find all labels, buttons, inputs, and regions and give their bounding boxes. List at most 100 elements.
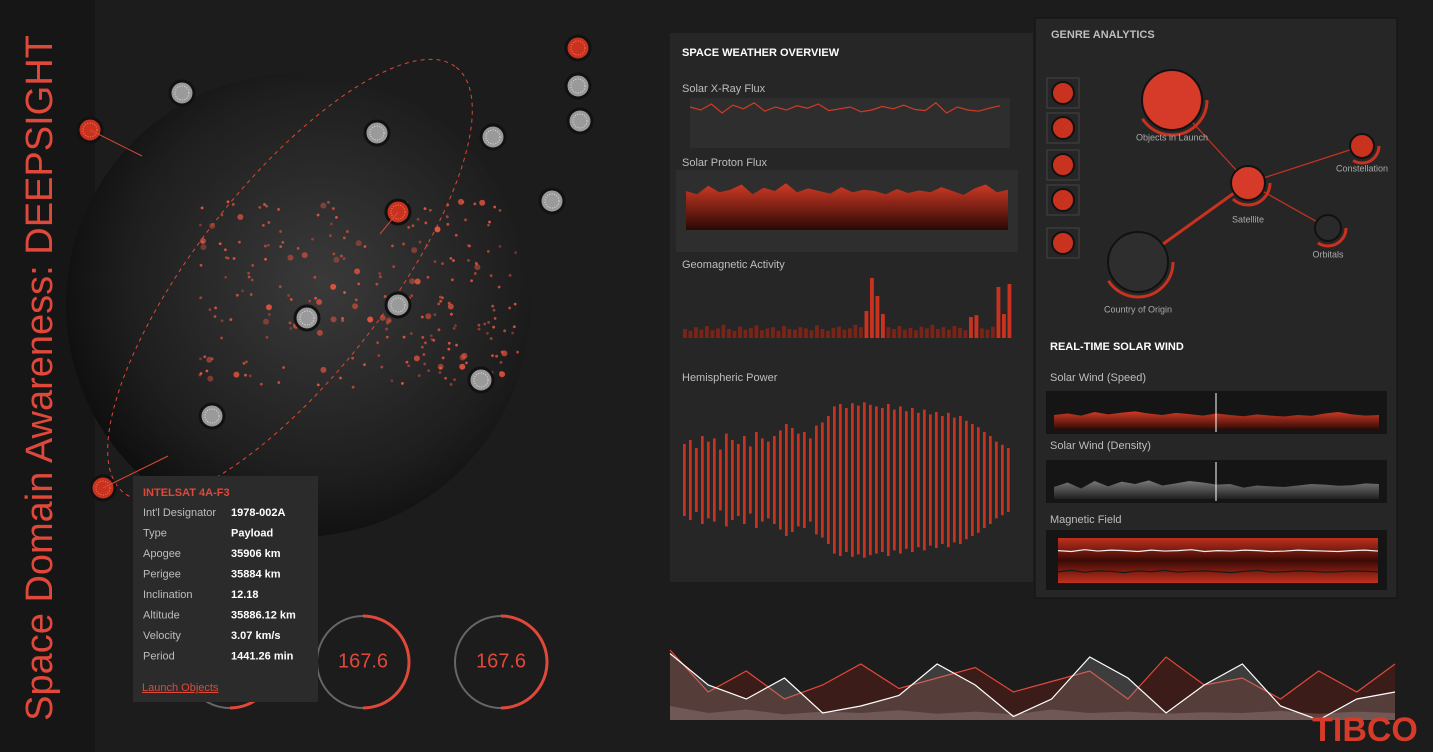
city-light <box>385 327 388 331</box>
bar <box>930 324 935 338</box>
launch-objects-link[interactable]: Launch Objects <box>142 682 219 694</box>
city-light <box>424 221 428 225</box>
bar <box>743 329 748 338</box>
city-light <box>265 204 269 208</box>
xray-line <box>689 102 1001 114</box>
bar <box>935 412 938 548</box>
bar <box>732 330 737 338</box>
city-light <box>432 338 436 342</box>
node <box>1230 165 1266 201</box>
node-label: Objects in Launch <box>1136 132 1208 142</box>
city-light <box>378 272 382 275</box>
field-label: Altitude <box>143 609 180 621</box>
city-light <box>401 381 404 385</box>
field-label: Apogee <box>143 548 181 560</box>
bar <box>699 329 704 338</box>
bar <box>737 444 740 516</box>
city-light <box>497 285 501 289</box>
city-light <box>351 385 355 389</box>
proton-area <box>686 183 1008 230</box>
node-ring <box>1101 225 1175 299</box>
satellite-card <box>133 476 318 702</box>
city-light <box>265 335 269 339</box>
city-light <box>352 303 359 310</box>
city-light <box>421 335 425 339</box>
city-light <box>287 294 290 297</box>
field-label: Perigee <box>143 568 181 580</box>
gauge-value: 167.6 <box>338 650 388 672</box>
city-light <box>316 298 323 305</box>
city-light <box>447 347 451 351</box>
city-light <box>473 272 477 275</box>
bar <box>863 402 866 558</box>
city-light <box>487 320 491 324</box>
city-light <box>363 363 366 367</box>
city-light <box>437 302 441 306</box>
bar <box>859 327 863 338</box>
bar <box>892 329 896 338</box>
city-light <box>387 319 391 323</box>
city-light <box>226 200 230 204</box>
city-light <box>263 203 266 206</box>
bar <box>917 412 920 548</box>
bar <box>833 406 836 554</box>
chart-label: Magnetic Field <box>1050 514 1122 526</box>
city-light <box>355 240 362 247</box>
field-label: Period <box>143 650 175 662</box>
city-light <box>229 318 233 321</box>
city-light <box>245 360 248 364</box>
bar <box>995 441 998 519</box>
city-light <box>259 382 263 386</box>
city-light <box>438 371 442 374</box>
city-light <box>267 221 271 224</box>
bar <box>820 329 825 338</box>
city-light <box>277 207 280 211</box>
city-light <box>247 275 251 279</box>
bar <box>887 404 890 556</box>
bar <box>755 432 758 528</box>
city-light <box>263 244 267 248</box>
city-light <box>375 282 379 286</box>
city-light <box>434 226 441 233</box>
city-light <box>500 350 504 354</box>
city-light <box>289 326 293 330</box>
bar <box>947 412 950 548</box>
city-light <box>499 360 503 364</box>
city-light <box>235 293 239 297</box>
bar <box>793 329 797 338</box>
city-light <box>308 299 312 303</box>
city-light <box>424 341 427 345</box>
bar <box>809 438 812 522</box>
city-light <box>335 215 338 219</box>
genre-panel <box>1034 17 1398 599</box>
bar <box>738 326 742 338</box>
city-light <box>402 335 406 339</box>
bar <box>705 326 709 338</box>
satellite-icon <box>566 107 594 135</box>
satellite-icons <box>76 34 594 502</box>
bar <box>809 330 814 338</box>
chart-label: Solar Proton Flux <box>682 157 767 169</box>
bar <box>952 326 957 338</box>
node <box>1314 214 1342 242</box>
city-light <box>214 306 218 310</box>
bar <box>683 329 687 338</box>
city-light <box>220 336 223 340</box>
bar <box>908 327 913 338</box>
bottom-line <box>669 649 1396 700</box>
city-light <box>380 365 384 369</box>
city-light <box>492 325 496 329</box>
bar <box>870 278 874 338</box>
city-light <box>464 218 467 222</box>
satellite-icon-core <box>390 297 406 313</box>
bar <box>725 433 728 527</box>
city-light <box>441 262 444 266</box>
field-value: 3.07 km/s <box>231 630 281 642</box>
city-light <box>249 293 253 296</box>
bar <box>760 330 764 338</box>
bar <box>710 330 715 338</box>
city-light <box>354 298 358 302</box>
satellite-icon <box>363 119 391 147</box>
bar <box>919 326 924 338</box>
bar <box>971 424 974 536</box>
